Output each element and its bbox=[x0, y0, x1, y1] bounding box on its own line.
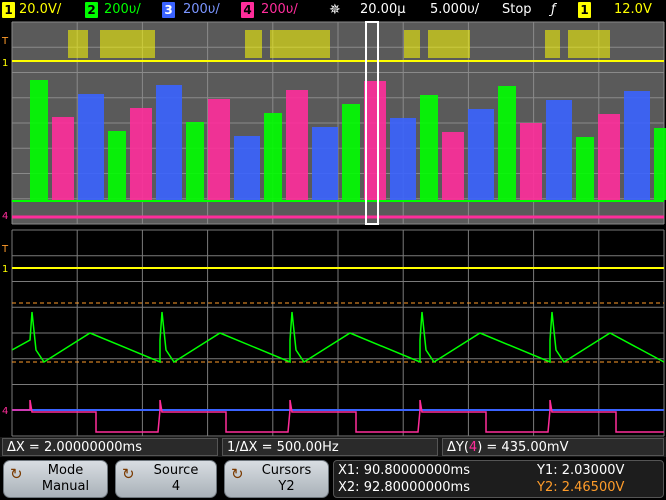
trace-burst bbox=[30, 80, 48, 200]
trace-burst bbox=[364, 81, 386, 200]
ch1-burst bbox=[68, 30, 88, 58]
ch2-scale: 200υ/ bbox=[104, 2, 141, 17]
zoomed-window bbox=[11, 229, 665, 437]
overview-window bbox=[11, 21, 666, 225]
trigger-position-icon: ✵ bbox=[329, 2, 341, 18]
trace-burst bbox=[598, 114, 620, 200]
run-state: Stop bbox=[502, 2, 532, 17]
ch3-scale: 200υ/ bbox=[183, 2, 220, 17]
ch1-burst bbox=[245, 30, 262, 58]
mode-softkey[interactable]: ↻ Mode Manual bbox=[3, 460, 108, 498]
trigger-position: 20.00µ bbox=[360, 2, 406, 17]
source-label: Source bbox=[153, 463, 199, 478]
mode-label: Mode bbox=[47, 463, 84, 478]
delta-y-suffix: ) = 435.00mV bbox=[477, 440, 569, 455]
rotate-knob-icon: ↻ bbox=[122, 465, 135, 483]
delta-x-readout: ΔX = 2.00000000ms bbox=[2, 438, 218, 456]
trigger-source-badge[interactable]: 1 bbox=[578, 2, 591, 18]
softkey-bar: ↻ Mode Manual ↻ Source 4 ↻ Cursors Y2 X1… bbox=[0, 458, 666, 500]
y2-readout: Y2: 2.46500V bbox=[537, 480, 625, 495]
trigger-marker-top: T bbox=[1, 36, 9, 47]
trace-burst bbox=[420, 95, 438, 200]
ch1-scale: 20.0V/ bbox=[19, 2, 62, 17]
delta-y-source: 4 bbox=[468, 440, 478, 455]
trace-burst bbox=[546, 100, 572, 200]
ch4-marker-bottom: 4 bbox=[2, 406, 8, 417]
trace-burst bbox=[156, 85, 182, 200]
ch4-badge[interactable]: 4 bbox=[241, 2, 254, 18]
mode-value: Manual bbox=[41, 479, 90, 494]
ch4-trace bbox=[12, 399, 664, 433]
rotate-knob-icon: ↻ bbox=[10, 465, 23, 483]
cursors-value: Y2 bbox=[278, 479, 295, 494]
timebase: 5.000υ/ bbox=[430, 2, 480, 17]
trace-burst bbox=[286, 90, 308, 200]
x1-readout: X1: 90.80000000ms bbox=[338, 463, 470, 478]
cursors-softkey[interactable]: ↻ Cursors Y2 bbox=[224, 460, 329, 498]
trace-burst bbox=[108, 131, 126, 200]
waveform-display[interactable]: T 1 4 T 1 4 bbox=[0, 20, 666, 437]
ch2-badge[interactable]: 2 bbox=[85, 2, 98, 18]
trace-burst bbox=[442, 132, 464, 200]
trace-burst bbox=[468, 109, 494, 200]
zoom-window-marker[interactable] bbox=[365, 21, 379, 225]
delta-y-prefix: ΔY( bbox=[447, 440, 469, 455]
trace-burst bbox=[498, 86, 516, 200]
trace-burst bbox=[186, 122, 204, 200]
ch1-burst bbox=[404, 30, 420, 58]
ch2-trace bbox=[11, 311, 665, 364]
y1-readout: Y1: 2.03000V bbox=[537, 463, 625, 478]
trace-burst bbox=[264, 113, 282, 200]
measurement-bar: ΔX = 2.00000000ms 1/ΔX = 500.00Hz ΔY(4) … bbox=[0, 437, 666, 457]
ch1-burst bbox=[428, 30, 470, 58]
ch4-scale: 200υ/ bbox=[261, 2, 298, 17]
delta-y-readout: ΔY(4) = 435.00mV bbox=[442, 438, 664, 456]
trigger-edge-icon: ƒ bbox=[551, 2, 556, 17]
ch3-badge[interactable]: 3 bbox=[162, 2, 175, 18]
x2-readout: X2: 92.80000000ms bbox=[338, 480, 470, 495]
ch4-marker-top: 4 bbox=[2, 211, 8, 222]
ch1-badge[interactable]: 1 bbox=[2, 2, 15, 18]
ch1-marker-bottom: 1 bbox=[2, 264, 8, 275]
trace-burst bbox=[130, 108, 152, 200]
inverse-delta-x-readout: 1/ΔX = 500.00Hz bbox=[222, 438, 438, 456]
trace-burst bbox=[520, 123, 542, 200]
ch1-marker-top: 1 bbox=[2, 58, 8, 69]
trace-burst bbox=[78, 94, 104, 200]
trigger-marker-bottom: T bbox=[1, 244, 9, 255]
source-value: 4 bbox=[171, 479, 181, 494]
trace-burst bbox=[624, 91, 650, 200]
trace-burst bbox=[576, 137, 594, 200]
trace-burst bbox=[342, 104, 360, 200]
status-bar: 1 20.0V/ 2 200υ/ 3 200υ/ 4 200υ/ ✵ 20.00… bbox=[0, 0, 666, 20]
trace-burst bbox=[208, 99, 230, 200]
trace-burst bbox=[654, 128, 666, 200]
cursors-label: Cursors bbox=[261, 463, 312, 478]
rotate-knob-icon: ↻ bbox=[231, 465, 244, 483]
ch1-burst bbox=[568, 30, 610, 58]
trace-burst bbox=[234, 136, 260, 200]
trigger-level: 12.0V bbox=[614, 2, 652, 17]
channel-markers: T 1 4 T 1 4 bbox=[1, 36, 9, 417]
trace-burst bbox=[312, 127, 338, 200]
ch1-burst bbox=[270, 30, 330, 58]
trace-burst bbox=[390, 118, 416, 200]
trace-burst bbox=[52, 117, 74, 200]
ch1-burst bbox=[100, 30, 155, 58]
source-softkey[interactable]: ↻ Source 4 bbox=[115, 460, 217, 498]
ch1-burst bbox=[545, 30, 560, 58]
cursor-readout-panel: X1: 90.80000000ms X2: 92.80000000ms Y1: … bbox=[333, 460, 664, 498]
